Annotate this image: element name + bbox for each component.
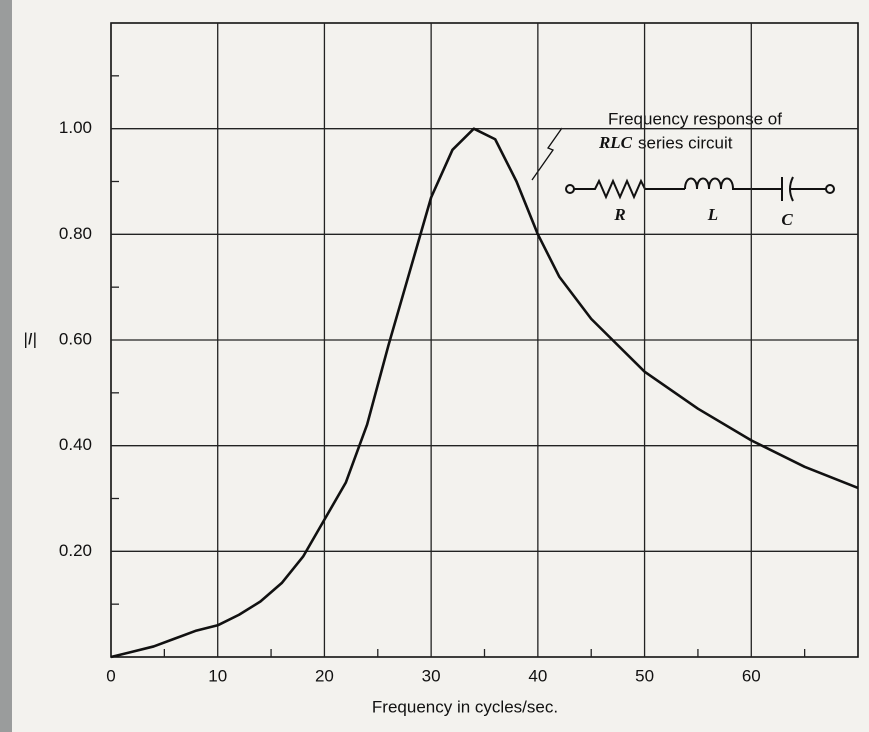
y-tick-label: 0.20 bbox=[59, 541, 92, 560]
y-tick-label: 0.80 bbox=[59, 224, 92, 243]
x-tick-label: 0 bbox=[106, 666, 115, 685]
x-tick-label: 50 bbox=[635, 666, 654, 685]
annotation: Frequency response of bbox=[608, 109, 782, 128]
circuit-diagram bbox=[565, 176, 835, 202]
circuit-label: C bbox=[781, 210, 793, 229]
annotation: RLC bbox=[598, 133, 633, 152]
circuit-label: L bbox=[707, 205, 718, 224]
page-edge bbox=[0, 0, 12, 732]
x-axis-label: Frequency in cycles/sec. bbox=[372, 697, 558, 716]
annotation-arrow bbox=[531, 127, 563, 181]
circuit-label: R bbox=[613, 205, 625, 224]
data-line bbox=[110, 127, 859, 659]
y-tick-label: 0.60 bbox=[59, 329, 92, 348]
y-tick-label: 0.40 bbox=[59, 435, 92, 454]
x-tick-label: 40 bbox=[528, 666, 547, 685]
x-tick-label: 30 bbox=[422, 666, 441, 685]
x-tick-label: 60 bbox=[742, 666, 761, 685]
y-axis-label: |I| bbox=[23, 329, 37, 348]
annotation: series circuit bbox=[638, 133, 733, 152]
y-tick-label: 1.00 bbox=[59, 118, 92, 137]
x-tick-label: 10 bbox=[208, 666, 227, 685]
x-tick-label: 20 bbox=[315, 666, 334, 685]
